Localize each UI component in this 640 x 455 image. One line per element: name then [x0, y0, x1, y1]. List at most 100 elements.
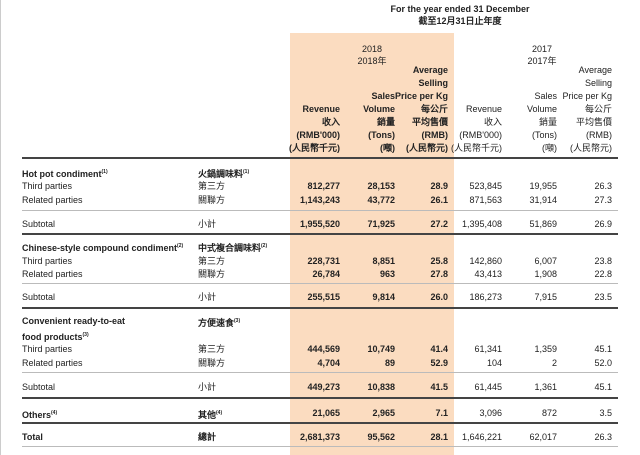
table-cell: 43,413	[474, 269, 502, 279]
label-text: 第三方	[198, 344, 226, 354]
table-cell: 523,845	[469, 181, 502, 191]
table-cell: 26.0	[430, 292, 448, 302]
table-cell: 228,731	[307, 256, 340, 266]
page-edge	[0, 0, 1, 455]
table-cell: 10,749	[367, 344, 395, 354]
label-text: Related parties	[22, 195, 83, 205]
table-cell: 444,569	[307, 344, 340, 354]
table-cell: 26.1	[430, 195, 448, 205]
divider	[22, 210, 618, 211]
footnote-ref: (3)	[234, 318, 241, 324]
table-cell: 41.5	[430, 382, 448, 392]
table-cell: 23.5	[594, 292, 612, 302]
label-text: Subtotal	[22, 382, 56, 392]
table-cell: 1,361	[534, 382, 557, 392]
label-text: 小計	[198, 219, 217, 229]
column-header-line: Price per Kg	[562, 91, 612, 101]
column-header-line: (噸)	[542, 143, 557, 153]
table-cell: 1,359	[534, 344, 557, 354]
column-header-line: (人民幣千元)	[451, 143, 502, 153]
label-text: 中式複合調味料	[198, 243, 262, 253]
column-header-line: Average	[412, 65, 448, 75]
table-cell: 7.1	[435, 408, 448, 418]
footnote-ref: (4)	[51, 410, 58, 416]
label-text: 第三方	[198, 256, 226, 266]
table-cell: 27.2	[430, 219, 448, 229]
divider	[22, 446, 618, 447]
year-2017-zh: 2017年	[527, 56, 557, 66]
label-text: 關聯方	[198, 269, 226, 279]
divider	[22, 233, 618, 235]
column-header-line: Sales	[534, 91, 557, 101]
label-text: 第三方	[198, 181, 226, 191]
table-cell: 89	[384, 358, 395, 368]
label-text: 小計	[198, 382, 217, 392]
row-label-zh: 關聯方	[198, 269, 225, 280]
table-cell: 45.1	[594, 344, 612, 354]
footnote-ref: (3)	[82, 332, 89, 338]
row-label-en: Related parties	[22, 195, 83, 206]
label-text: 其他	[198, 410, 217, 420]
table-cell: 26.9	[594, 219, 612, 229]
table-cell: 52.0	[594, 358, 612, 368]
table-cell: 45.1	[594, 382, 612, 392]
label-text: Third parties	[22, 344, 73, 354]
table-cell: 23.8	[594, 256, 612, 266]
table-cell: 104	[486, 358, 502, 368]
row-label-zh: 關聯方	[198, 358, 225, 369]
label-text: Related parties	[22, 269, 83, 279]
column-header-line: 每公斤	[420, 104, 448, 114]
table-cell: 7,915	[534, 292, 557, 302]
row-label-zh: 總計	[198, 432, 216, 443]
table-cell: 28.1	[430, 432, 448, 442]
column-header-line: 平均售價	[411, 117, 448, 127]
row-label-en: Related parties	[22, 269, 83, 280]
row-label-zh: 小計	[198, 382, 216, 393]
row-label-en: Chinese-style compound condiment(2)	[22, 241, 183, 254]
table-cell: 25.8	[430, 256, 448, 266]
column-header-line: (Tons)	[531, 130, 557, 140]
row-label-en: Subtotal	[22, 382, 55, 393]
table-cell: 4,704	[317, 358, 340, 368]
table-cell: 31,914	[529, 195, 557, 205]
year-2018: 2018	[361, 44, 383, 54]
divider	[22, 372, 618, 373]
label-text: 關聯方	[198, 358, 226, 368]
row-label-zh: 關聯方	[198, 195, 225, 206]
row-label-zh: 中式複合調味料(2)	[198, 241, 267, 254]
divider	[22, 283, 618, 284]
label-text: 火鍋調味料	[198, 169, 244, 179]
label-text: food products	[22, 332, 83, 342]
column-header-line: 收入	[321, 117, 340, 127]
divider	[22, 157, 618, 159]
table-cell: 3,096	[479, 408, 502, 418]
table-cell: 9,814	[372, 292, 395, 302]
label-text: 總計	[198, 432, 217, 442]
year-2017: 2017	[531, 44, 553, 54]
divider	[22, 422, 618, 424]
table-cell: 21,065	[312, 408, 340, 418]
row-label-en: Total	[22, 432, 43, 443]
table-cell: 1,908	[534, 269, 557, 279]
table-cell: 43,772	[367, 195, 395, 205]
column-header-line: (RMB)	[421, 130, 449, 140]
row-label-en: Third parties	[22, 344, 72, 355]
label-text: Related parties	[22, 358, 83, 368]
table-cell: 8,851	[372, 256, 395, 266]
table-cell: 27.3	[594, 195, 612, 205]
row-label-zh: 方便速食(3)	[198, 316, 240, 329]
table-cell: 142,860	[469, 256, 502, 266]
label-text: Third parties	[22, 256, 73, 266]
table-cell: 3.5	[599, 408, 612, 418]
divider	[22, 397, 618, 399]
label-text: Subtotal	[22, 292, 56, 302]
label-text: 關聯方	[198, 195, 226, 205]
table-cell: 872	[541, 408, 557, 418]
table-cell: 10,838	[367, 382, 395, 392]
column-header-line: Average	[578, 65, 612, 75]
column-header-line: (RMB)	[586, 130, 612, 140]
row-label-en: Related parties	[22, 358, 83, 369]
table-cell: 61,445	[474, 382, 502, 392]
table-cell: 963	[379, 269, 395, 279]
table-cell: 812,277	[307, 181, 340, 191]
